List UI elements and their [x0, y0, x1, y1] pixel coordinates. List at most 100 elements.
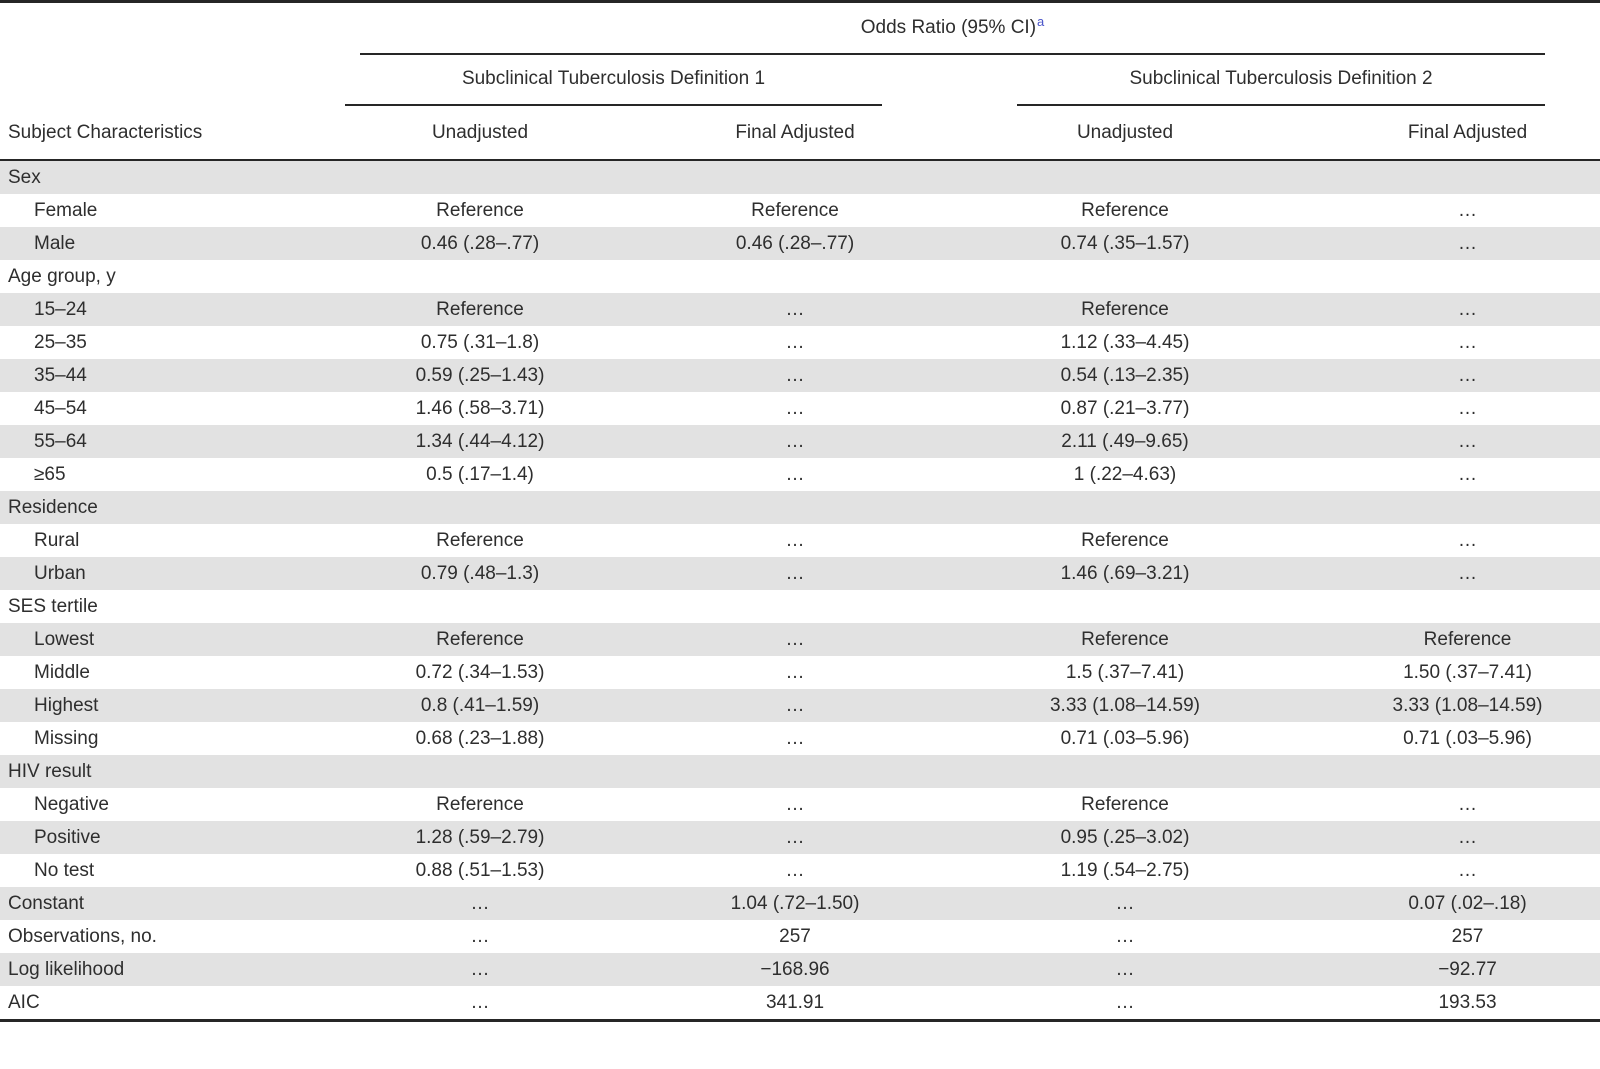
definition1-group-underline: Subclinical Tuberculosis Definition 1: [345, 55, 882, 106]
value-cell: 257: [1451, 925, 1484, 947]
table-row: 35–44 0.59 (.25–1.43)… 0.54 (.13–2.35)…: [0, 359, 1600, 392]
def1-final-adjusted-column-header: Final Adjusted: [630, 106, 960, 161]
value-cell: …: [785, 364, 805, 386]
table-row: Urban 0.79 (.48–1.3)… 1.46 (.69–3.21)…: [0, 557, 1600, 590]
value-cell: 1.12 (.33–4.45): [1060, 331, 1190, 353]
row-label: Middle: [34, 661, 90, 683]
value-cell: …: [1458, 397, 1478, 419]
value-cell: 1.5 (.37–7.41): [1065, 661, 1185, 683]
value-cell: …: [785, 727, 805, 749]
table-row: Rural Reference… Reference…: [0, 524, 1600, 557]
value-cell: …: [470, 925, 490, 947]
value-cell: Reference: [1081, 793, 1169, 815]
value-cell: [630, 160, 960, 194]
row-label: Rural: [34, 529, 80, 551]
value-cell: …: [1458, 793, 1478, 815]
row-label: Male: [34, 232, 76, 254]
value-cell: [630, 755, 960, 788]
value-cell: …: [785, 826, 805, 848]
value-cell: Reference: [436, 793, 524, 815]
value-cell: [330, 160, 630, 194]
value-cell: [330, 491, 630, 524]
table-body: Sex Female Reference Reference Reference… Mal…: [0, 160, 1600, 1021]
value-cell: [630, 491, 960, 524]
stub-spacer: [0, 55, 330, 106]
row-label: Negative: [34, 793, 109, 815]
value-cell: 0.87 (.21–3.77): [1060, 397, 1190, 419]
value-cell: 2.11 (.49–9.65): [1061, 430, 1189, 452]
value-cell: 0.95 (.25–3.02): [1060, 826, 1190, 848]
value-cell: …: [785, 529, 805, 551]
row-label: 55–64: [34, 430, 87, 452]
value-cell: …: [785, 397, 805, 419]
value-cell: 0.07 (.02–.18): [1408, 892, 1527, 914]
value-cell: 0.71 (.03–5.96): [1060, 727, 1190, 749]
table-row: Missing 0.68 (.23–1.88) … 0.71 (.03–5.96) 0.…: [0, 722, 1600, 755]
row-label: HIV result: [8, 760, 92, 782]
value-cell: Reference: [436, 199, 524, 221]
table-row: ≥65 0.5 (.17–1.4)… 1 (.22–4.63)…: [0, 458, 1600, 491]
row-label: Log likelihood: [8, 958, 125, 980]
value-cell: [960, 260, 1290, 293]
value-cell: …: [1458, 364, 1478, 386]
value-cell: Reference: [436, 628, 524, 650]
value-cell: …: [785, 298, 805, 320]
value-cell: 0.79 (.48–1.3): [420, 562, 540, 584]
value-cell: …: [785, 661, 805, 683]
table-row: Constant … 1.04 (.72–1.50) … 0.07 (.02–.18): [0, 887, 1600, 920]
stub-column-header: Subject Characteristics: [0, 106, 330, 161]
value-cell: 1.46 (.58–3.71): [415, 397, 545, 419]
row-label: Sex: [8, 166, 41, 188]
value-cell: 0.74 (.35–1.57): [1060, 232, 1190, 254]
table-row: SES tertile: [0, 590, 1600, 623]
value-cell: 0.5 (.17–1.4): [426, 463, 534, 485]
value-cell: …: [1458, 331, 1478, 353]
value-cell: 257: [779, 925, 811, 947]
value-cell: …: [785, 562, 805, 584]
value-cell: …: [785, 331, 805, 353]
definition2-group-label: Subclinical Tuberculosis Definition 2: [1129, 68, 1433, 89]
row-label: 25–35: [34, 331, 87, 353]
value-cell: 1.19 (.54–2.75): [1060, 859, 1190, 881]
value-cell: Reference: [1081, 628, 1169, 650]
value-cell: …: [785, 793, 805, 815]
table-row: Female Reference Reference Reference…: [0, 194, 1600, 227]
row-label: 35–44: [34, 364, 87, 386]
value-cell: …: [1458, 529, 1478, 551]
row-label: Observations, no.: [8, 925, 157, 947]
table-row: Positive 1.28 (.59–2.79)… 0.95 (.25–3.02)…: [0, 821, 1600, 854]
table-row: Age group, y: [0, 260, 1600, 293]
value-cell: 0.46 (.28–.77): [735, 232, 855, 254]
row-label: SES tertile: [8, 595, 98, 617]
value-cell: [1290, 491, 1600, 524]
value-cell: …: [1458, 232, 1478, 254]
value-cell: Reference: [1081, 298, 1169, 320]
table-row: HIV result: [0, 755, 1600, 788]
value-cell: 1.50 (.37–7.41): [1403, 661, 1532, 683]
def2-final-adjusted-column-header: Final Adjusted: [1290, 106, 1600, 161]
column-header-row: Subject Characteristics Unadjusted Final…: [0, 106, 1600, 161]
table-row: 55–64 1.34 (.44–4.12)… 2.11 (.49–9.65)…: [0, 425, 1600, 458]
table-row: Log likelihood … −168.96 … −92.77: [0, 953, 1600, 986]
value-cell: …: [1458, 463, 1478, 485]
row-label: 15–24: [34, 298, 87, 320]
definition2-group-underline: Subclinical Tuberculosis Definition 2: [1017, 55, 1546, 106]
value-cell: Reference: [1423, 628, 1512, 650]
value-cell: …: [1458, 298, 1478, 320]
table-row: Observations, no. … 257 … 257: [0, 920, 1600, 953]
value-cell: …: [785, 628, 805, 650]
row-label: Residence: [8, 496, 98, 518]
value-cell: [330, 260, 630, 293]
stub-spacer: [0, 2, 330, 56]
value-cell: Reference: [1081, 199, 1169, 221]
value-cell: 0.75 (.31–1.8): [420, 331, 540, 353]
row-label: Missing: [34, 727, 99, 749]
value-cell: 193.53: [1438, 991, 1497, 1013]
table-row: Lowest Reference … Reference Reference: [0, 623, 1600, 656]
row-label: ≥65: [34, 463, 66, 485]
value-cell: …: [785, 859, 805, 881]
value-cell: …: [785, 694, 805, 716]
definition1-group-header-cell: Subclinical Tuberculosis Definition 1: [330, 55, 960, 106]
value-cell: …: [1458, 859, 1478, 881]
row-label: AIC: [8, 991, 40, 1013]
